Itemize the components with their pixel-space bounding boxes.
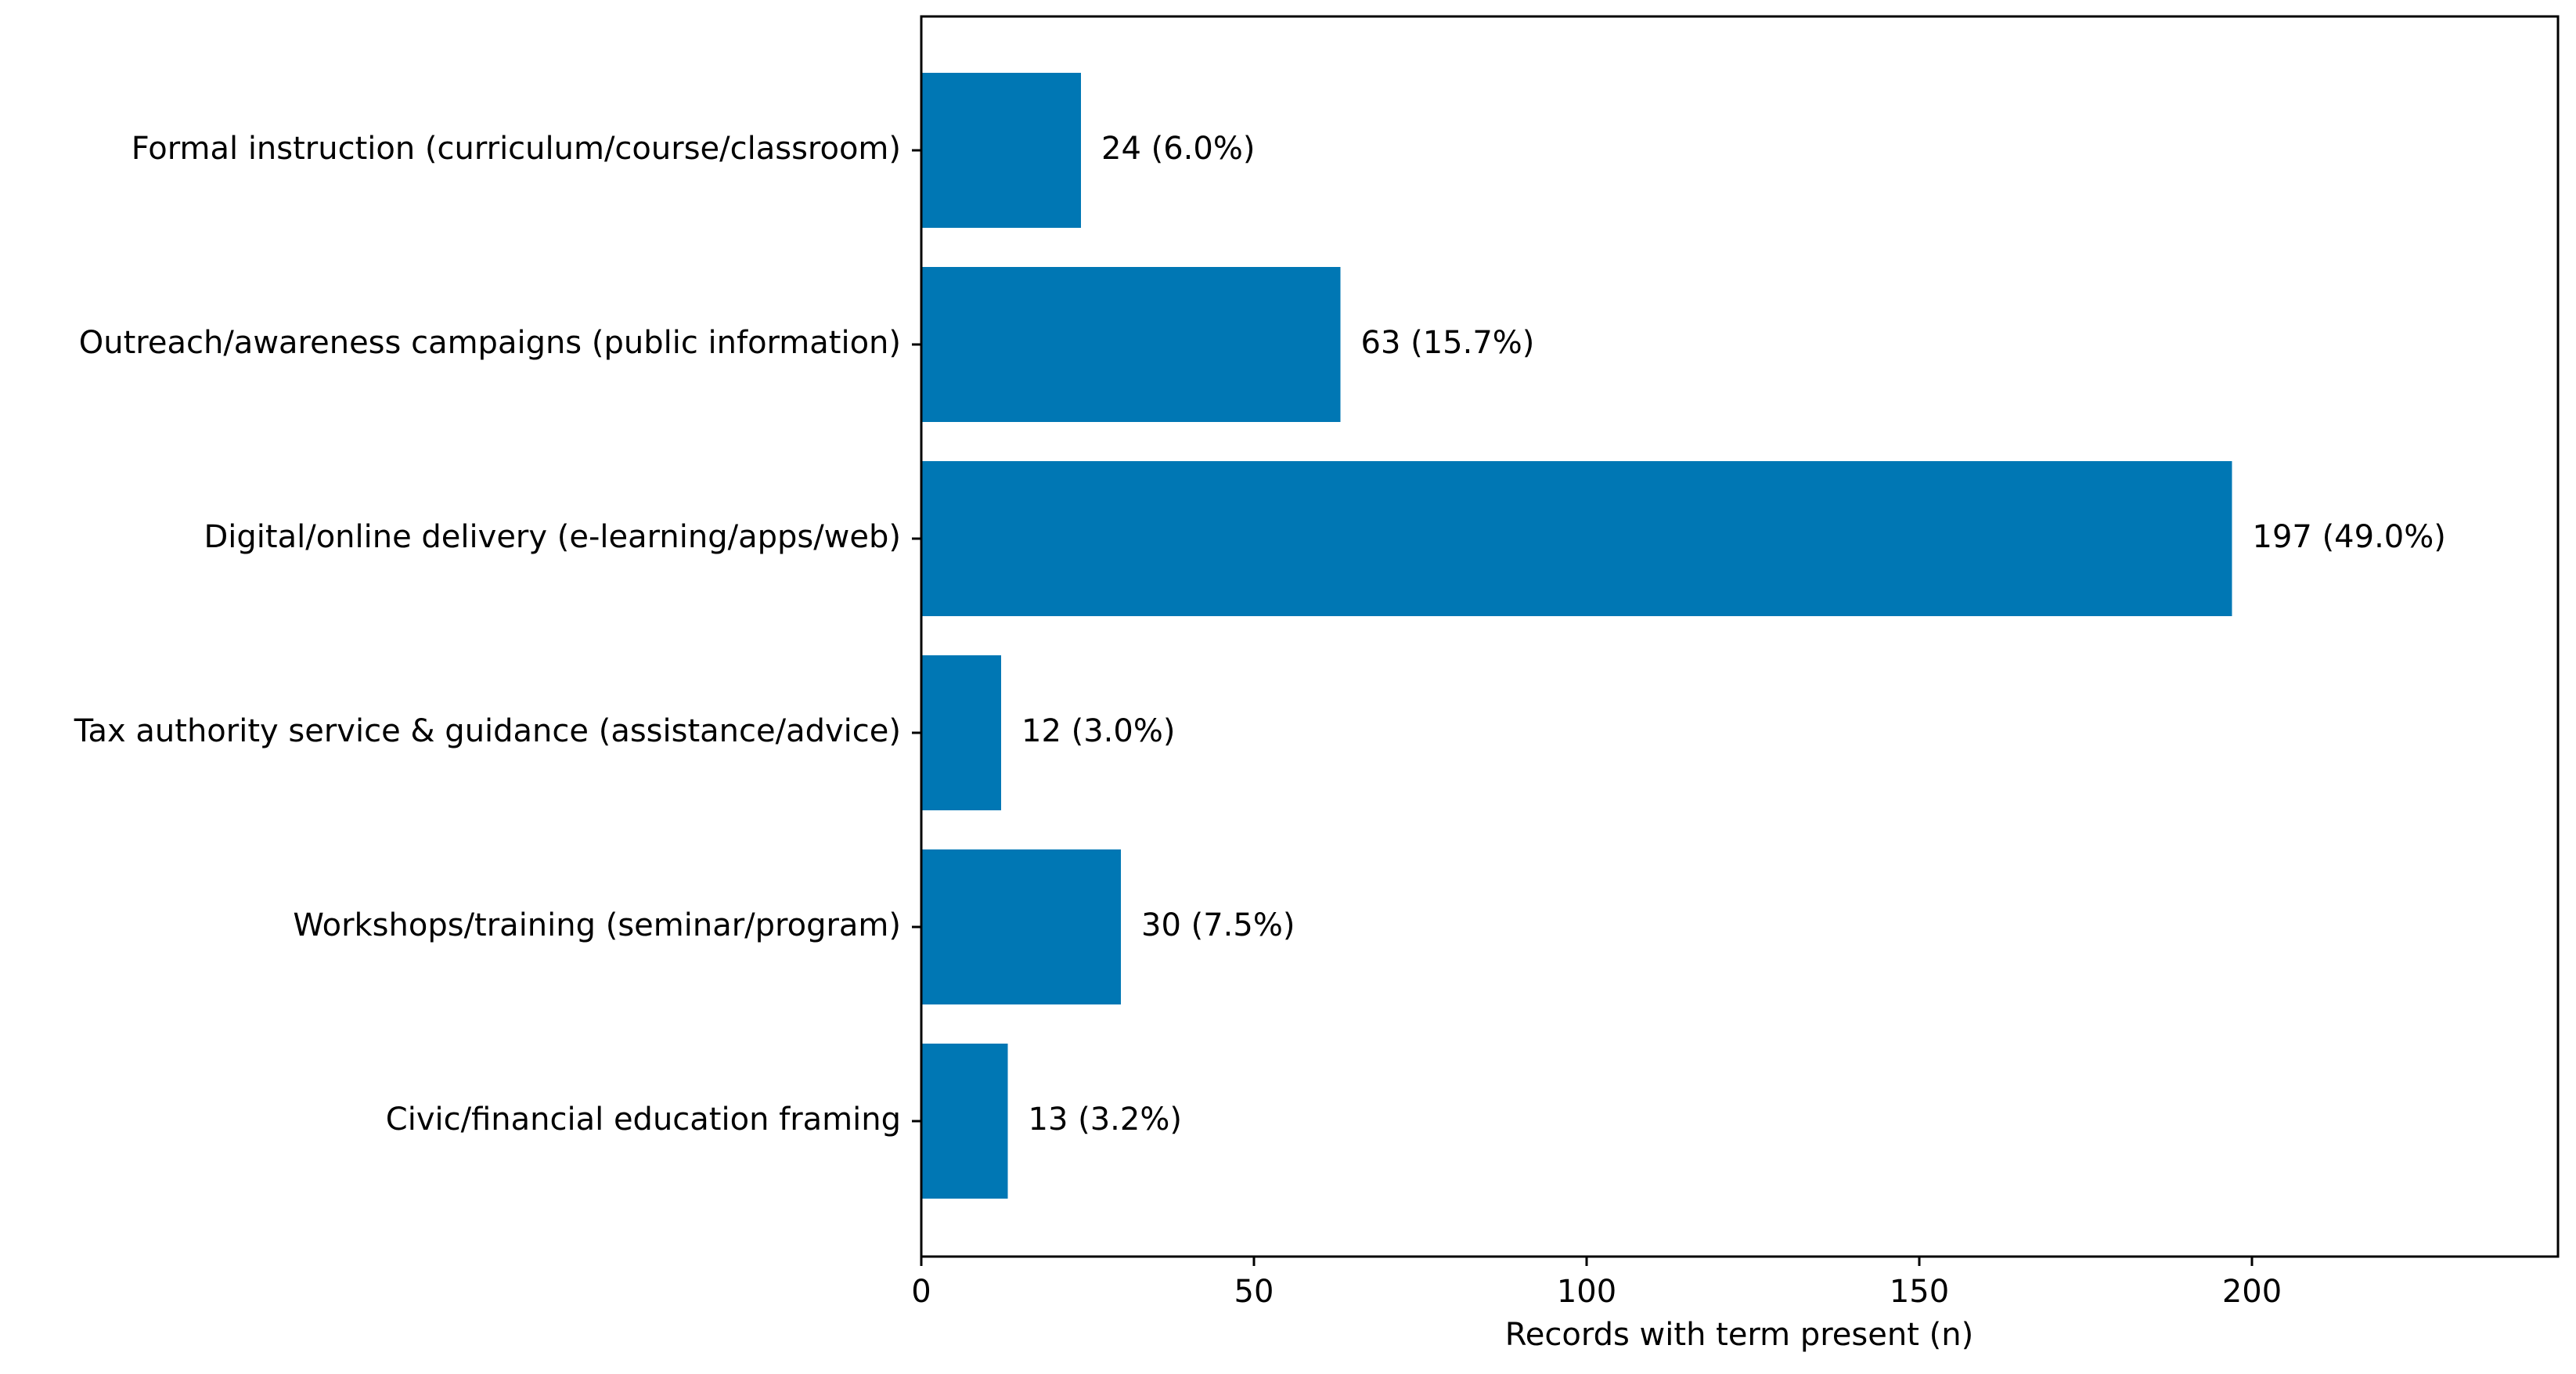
bars-layer <box>921 73 2232 1199</box>
x-tick-label: 100 <box>1557 1274 1616 1310</box>
category-label: Digital/online delivery (e-learning/apps… <box>204 519 901 555</box>
bar-value-label: 12 (3.0%) <box>1021 713 1175 749</box>
bar-value-label: 24 (6.0%) <box>1101 131 1255 167</box>
data-labels-layer: 24 (6.0%) 63 (15.7%) 197 (49.0%) 12 (3.0%) 3… <box>1021 131 2446 1138</box>
category-labels-layer: Formal instruction (curriculum/course/cl… <box>74 131 921 1138</box>
x-tick-label: 150 <box>1890 1274 1949 1310</box>
bar-value-label: 63 (15.7%) <box>1361 325 1535 361</box>
bar <box>921 1044 1008 1199</box>
bar-value-label: 13 (3.2%) <box>1029 1102 1182 1138</box>
plot-frame <box>920 15 2560 1258</box>
category-label: Outreach/awareness campaigns (public inf… <box>79 325 901 361</box>
category-label: Civic/financial education framing <box>386 1102 901 1138</box>
bar <box>921 655 1001 810</box>
bar <box>921 849 1121 1004</box>
bar <box>921 267 1341 422</box>
x-axis-label: Records with term present (n) <box>1505 1317 1973 1353</box>
bar-value-label: 197 (49.0%) <box>2253 519 2446 555</box>
category-label: Tax authority service & guidance (assist… <box>74 713 901 749</box>
bar-value-label: 30 (7.5%) <box>1141 907 1295 943</box>
category-label: Workshops/training (seminar/program) <box>293 907 901 943</box>
x-tick-label: 50 <box>1234 1274 1274 1310</box>
bar <box>921 461 2232 616</box>
category-label: Formal instruction (curriculum/course/cl… <box>132 131 901 167</box>
x-ticks-layer: 0 50 100 150 200 <box>911 1257 2282 1310</box>
x-tick-label: 0 <box>911 1274 931 1310</box>
bar <box>921 73 1081 228</box>
x-tick-label: 200 <box>2222 1274 2282 1310</box>
